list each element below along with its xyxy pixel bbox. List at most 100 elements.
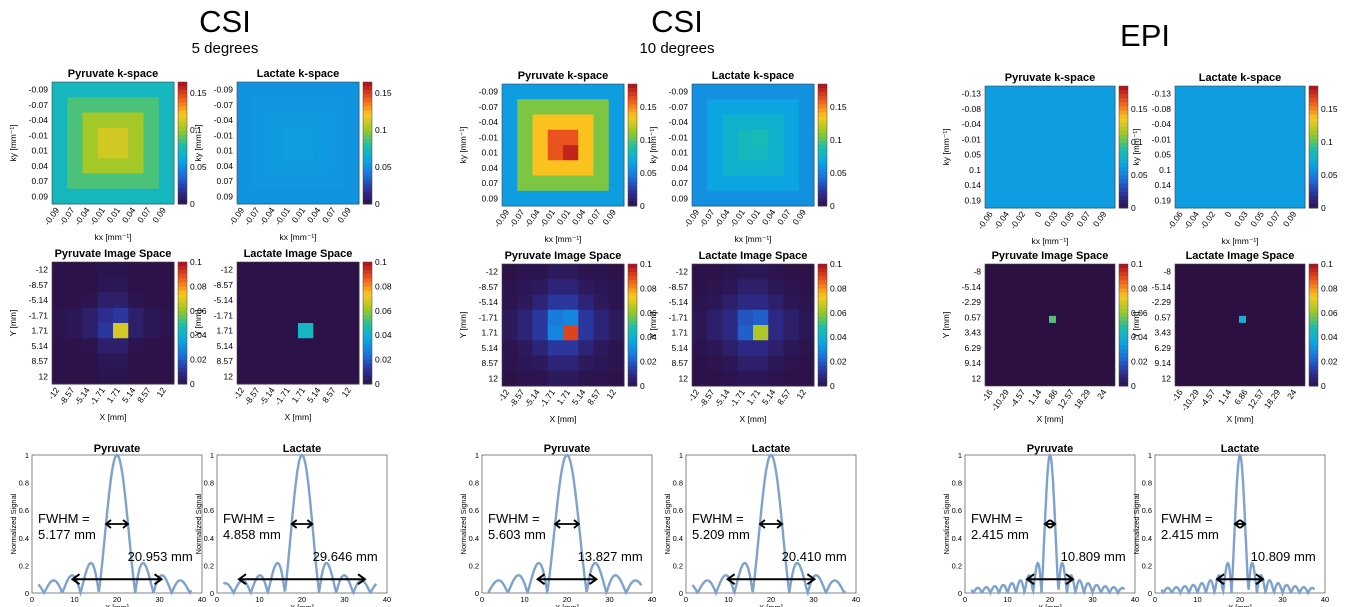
colorbar-segment — [178, 114, 187, 120]
y-axis-label: Normalized Signal — [9, 493, 18, 554]
colorbar-segment — [628, 316, 637, 322]
heatmap-cell — [1175, 177, 1192, 194]
colorbar-tick-label: 0.02 — [1321, 357, 1338, 367]
colorbar-segment — [818, 377, 827, 383]
colorbar-tick-label: 0.04 — [1131, 332, 1148, 342]
colorbar-segment — [628, 337, 637, 342]
y-tick-label: 0.04 — [671, 163, 688, 173]
fwhm-arrowhead-right — [776, 519, 784, 529]
x-tick-label: -0.09 — [682, 207, 701, 229]
axes-box — [51, 261, 175, 385]
colorbar-segment — [363, 130, 372, 136]
heatmap-cell — [1175, 192, 1192, 209]
heatmap-cell — [252, 188, 268, 205]
heatmap-cell — [67, 292, 83, 309]
y-axis-label: Normalized Signal — [459, 493, 468, 554]
colorbar-tick-label: 0.06 — [1131, 308, 1148, 318]
panel-title: Pyruvate Image Space — [992, 250, 1109, 262]
colorbar-segment — [1119, 179, 1128, 185]
heatmap-cell — [82, 262, 99, 278]
colorbar-segment — [1309, 357, 1318, 363]
heatmap-cell — [578, 264, 594, 280]
colorbar-frame — [177, 261, 188, 385]
colorbar-segment — [628, 116, 637, 122]
axes-box — [501, 83, 625, 207]
heatmap-cell — [692, 129, 708, 146]
heatmap-cell — [692, 279, 708, 295]
y-tick-label: 0.6 — [673, 506, 683, 515]
colorbar-segment — [1309, 183, 1318, 189]
colorbar-segment — [1119, 369, 1128, 375]
x-axis-label: kx [mm⁻¹] — [1031, 236, 1068, 246]
heatmap-cell — [267, 143, 284, 159]
heatmap-cell — [52, 82, 68, 98]
heatmap-cell — [692, 190, 708, 207]
y-tick-label: -0.08 — [962, 104, 982, 114]
heatmap-cell — [1001, 177, 1018, 194]
x-tick-label: -0.01 — [88, 205, 107, 227]
colorbar-segment — [1309, 118, 1318, 124]
heatmap-cell — [1098, 177, 1116, 194]
y-tick-label: 12 — [224, 371, 234, 381]
colorbar-tick-label: 0.1 — [1131, 259, 1143, 269]
heatmap-cell — [328, 277, 345, 293]
heatmap-cell — [798, 114, 815, 131]
heatmap-cell — [768, 99, 784, 115]
colorbar-segment — [178, 118, 187, 124]
heatmap-cell — [67, 338, 83, 354]
heatmap-cell — [1240, 192, 1257, 209]
heatmap-cell — [143, 82, 160, 98]
heatmap-cell — [563, 294, 579, 311]
colorbar-segment — [1119, 130, 1128, 136]
colorbar-segment — [1119, 288, 1128, 293]
colorbar-segment — [628, 112, 637, 118]
heatmap-cell — [768, 145, 784, 161]
colorbar-segment — [1309, 191, 1318, 197]
colorbar-segment — [1309, 337, 1318, 342]
y-tick-label: 0.6 — [469, 506, 479, 515]
colorbar-segment — [178, 102, 187, 107]
y-tick-label: 12 — [1162, 373, 1172, 383]
panel-profile-2-1: Lactate 0 10 20 30 40 0 0.2 0.4 0.6 0.8 1 X [mm] Norm… — [1132, 443, 1329, 607]
heatmap-cell — [517, 114, 533, 131]
colorbar-tick-label: 0.04 — [830, 332, 847, 342]
heatmap-cell — [783, 264, 800, 280]
colorbar-segment — [363, 351, 372, 357]
y-tick-label: -2.29 — [1152, 297, 1172, 307]
colorbar-segment — [818, 333, 827, 338]
heatmap-cell — [67, 82, 83, 98]
heatmap-cell — [252, 277, 268, 293]
heatmap-cell — [1082, 192, 1100, 209]
x-tick-label: 0 — [1223, 209, 1234, 219]
x-axis-label: kx [mm⁻¹] — [94, 232, 131, 242]
y-tick-label: -0.09 — [214, 85, 234, 95]
panel-title: Pyruvate Image Space — [55, 248, 172, 260]
colorbar-segment — [1309, 138, 1318, 144]
heatmap-cell — [532, 175, 549, 192]
heatmap-cell — [768, 84, 784, 100]
colorbar-tick-label: 0 — [1321, 203, 1326, 213]
y-tick-label: -0.07 — [214, 100, 234, 110]
heatmap-cell — [1098, 101, 1116, 117]
heatmap-cell — [517, 264, 533, 280]
heatmap-cell — [578, 294, 594, 311]
heatmap-cell — [1066, 116, 1083, 133]
x-tick-label: 30 — [1088, 595, 1096, 604]
colorbar-segment — [818, 276, 827, 281]
heatmap-cell — [692, 340, 708, 356]
colorbar-segment — [178, 86, 187, 91]
colorbar-segment — [1309, 126, 1318, 132]
y-tick-label: -0.01 — [29, 130, 49, 140]
heatmap-cell — [737, 370, 754, 387]
heatmap-cell — [1098, 86, 1116, 102]
x-tick-label: 0.07 — [1265, 209, 1283, 229]
y-tick-label: 1 — [25, 451, 29, 460]
heatmap-cell — [1288, 116, 1306, 133]
y-tick-label: 0.4 — [673, 534, 683, 543]
heatmap-cell — [722, 325, 739, 341]
heatmap-cell — [753, 355, 769, 372]
y-tick-label: -12 — [486, 267, 499, 277]
colorbar-segment — [363, 179, 372, 185]
y-axis-label: ky [mm⁻¹] — [941, 128, 951, 165]
heatmap-cell — [798, 355, 815, 372]
